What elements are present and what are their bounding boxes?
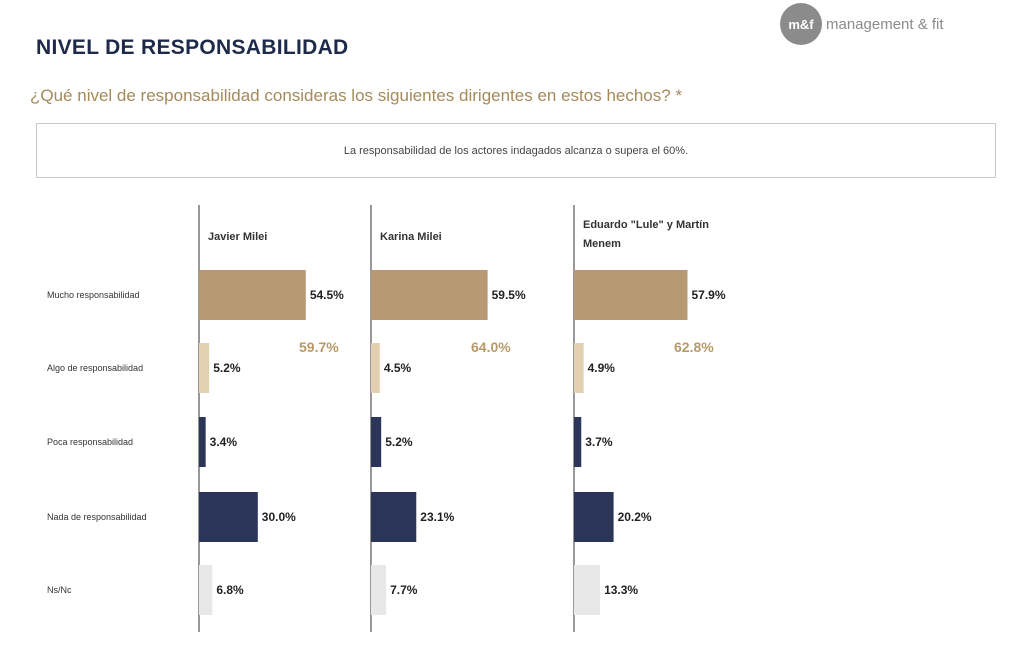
bar — [574, 343, 584, 393]
category-label: Poca responsabilidad — [47, 437, 133, 447]
bar-value-label: 23.1% — [420, 510, 454, 524]
bar-value-label: 6.8% — [216, 583, 244, 597]
bar — [371, 270, 488, 320]
bar-value-label: 3.7% — [585, 435, 613, 449]
bar-value-label: 4.9% — [588, 361, 616, 375]
bar — [199, 417, 206, 467]
category-label: Ns/Nc — [47, 585, 72, 595]
bar — [371, 417, 382, 467]
page-title: NIVEL DE RESPONSABILIDAD — [36, 36, 349, 59]
bar-value-label: 30.0% — [262, 510, 296, 524]
bar — [371, 492, 417, 542]
summary-value-label: 59.7% — [299, 339, 339, 355]
bar-value-label: 3.4% — [210, 435, 238, 449]
category-label: Nada de responsabilidad — [47, 512, 147, 522]
bar-value-label: 13.3% — [604, 583, 638, 597]
bar — [199, 492, 258, 542]
summary-value-label: 64.0% — [471, 339, 511, 355]
summary-value-label: 62.8% — [674, 339, 714, 355]
panel-title: Karina Milei — [380, 231, 442, 243]
brand-logo: m&f management & fit — [780, 3, 944, 45]
logo-mark: m&f — [780, 3, 822, 45]
bar — [574, 492, 614, 542]
bar-value-label: 5.2% — [213, 361, 241, 375]
bar-value-label: 7.7% — [390, 583, 418, 597]
bar-value-label: 59.5% — [492, 288, 526, 302]
category-label: Mucho responsabilidad — [47, 290, 140, 300]
note-box: La responsabilidad de los actores indaga… — [36, 123, 996, 178]
panel-title: Eduardo "Lule" y Martín — [583, 219, 709, 231]
bar — [574, 270, 688, 320]
bar-value-label: 54.5% — [310, 288, 344, 302]
panel-title: Javier Milei — [208, 231, 267, 243]
bar — [574, 417, 582, 467]
bar — [371, 565, 387, 615]
bar-value-label: 57.9% — [691, 288, 725, 302]
bar — [199, 270, 306, 320]
bar — [574, 565, 601, 615]
logo-text: management & fit — [826, 15, 944, 33]
note-text: La responsabilidad de los actores indaga… — [343, 144, 689, 157]
bar-value-label: 4.5% — [384, 361, 412, 375]
category-label: Algo de responsabilidad — [47, 363, 143, 373]
panel-title: Menem — [583, 238, 621, 250]
bar — [199, 343, 210, 393]
bar-value-label: 20.2% — [618, 510, 652, 524]
bar — [199, 565, 213, 615]
bar-value-label: 5.2% — [385, 435, 413, 449]
survey-question: ¿Qué nivel de responsabilidad consideras… — [30, 86, 683, 105]
bar — [371, 343, 380, 393]
